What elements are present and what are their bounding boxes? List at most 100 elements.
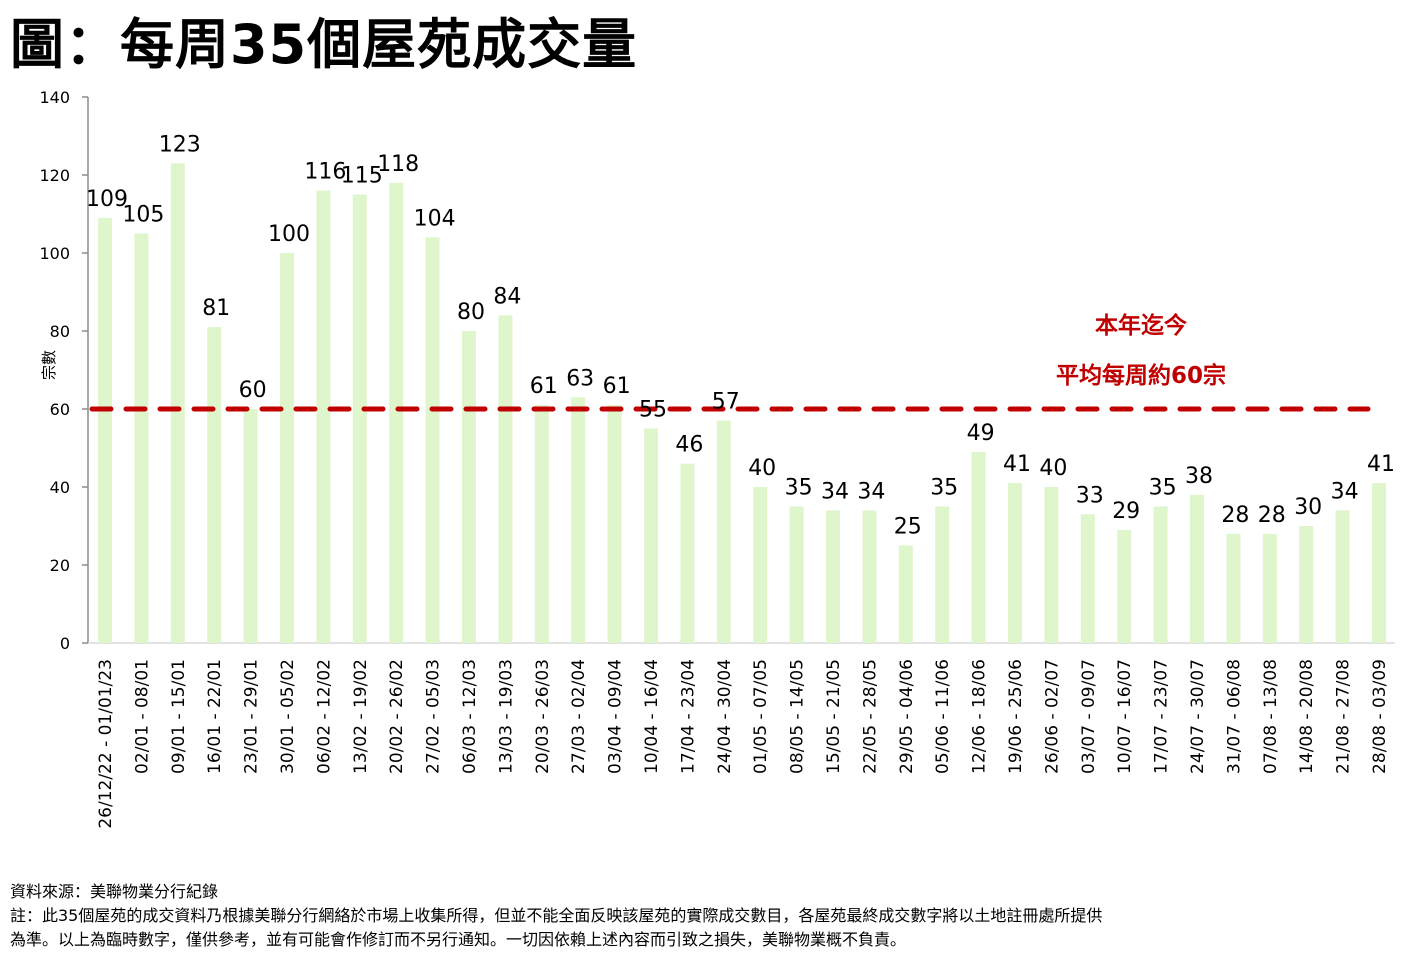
x-tick-label: 21/08 - 27/08 bbox=[1334, 659, 1354, 774]
data-label: 118 bbox=[377, 152, 419, 177]
data-label: 40 bbox=[1039, 456, 1067, 481]
x-tick-label: 30/01 - 05/02 bbox=[278, 659, 298, 774]
x-tick-label: 03/07 - 09/07 bbox=[1079, 659, 1099, 774]
data-label: 123 bbox=[159, 132, 201, 157]
data-label: 115 bbox=[341, 164, 383, 189]
bar bbox=[389, 182, 404, 644]
data-label: 104 bbox=[414, 206, 456, 231]
bar bbox=[207, 327, 222, 643]
x-tick-label: 10/07 - 16/07 bbox=[1115, 659, 1135, 774]
bar bbox=[280, 253, 294, 643]
data-label: 34 bbox=[1331, 479, 1359, 504]
x-tick-label: 17/07 - 23/07 bbox=[1152, 659, 1172, 774]
x-tick-label: 01/05 - 07/05 bbox=[751, 659, 771, 774]
data-label: 41 bbox=[1367, 452, 1395, 477]
data-label: 34 bbox=[857, 479, 885, 504]
bar bbox=[607, 405, 622, 643]
bar bbox=[971, 451, 986, 643]
bar bbox=[1190, 494, 1204, 643]
x-tick-label: 26/12/22 - 01/01/23 bbox=[96, 659, 116, 829]
annotation-average: 平均每周約60宗 bbox=[1056, 362, 1226, 389]
y-tick-label: 120 bbox=[39, 166, 70, 185]
bar bbox=[826, 510, 840, 643]
bar bbox=[716, 420, 731, 643]
bar bbox=[316, 190, 331, 643]
data-label: 84 bbox=[493, 284, 521, 309]
x-tick-label: 08/05 - 14/05 bbox=[788, 659, 808, 774]
y-tick-label: 80 bbox=[50, 322, 70, 341]
bar bbox=[352, 194, 367, 643]
bar bbox=[98, 217, 112, 643]
bar bbox=[571, 397, 586, 643]
bar bbox=[753, 487, 768, 643]
bar bbox=[898, 545, 913, 643]
bar bbox=[462, 331, 476, 643]
x-tick-label: 03/04 - 09/04 bbox=[606, 659, 626, 774]
y-tick-label: 40 bbox=[50, 478, 70, 497]
x-tick-label: 27/03 - 02/04 bbox=[569, 659, 589, 774]
x-tick-label: 24/04 - 30/04 bbox=[715, 659, 735, 774]
source-note: 資料來源：美聯物業分行紀錄 bbox=[10, 882, 219, 901]
bar bbox=[644, 428, 658, 643]
x-tick-label: 02/01 - 08/01 bbox=[132, 659, 152, 774]
data-label: 33 bbox=[1076, 483, 1104, 508]
data-label: 35 bbox=[785, 476, 813, 501]
x-tick-label: 26/06 - 02/07 bbox=[1042, 659, 1062, 774]
x-tick-label: 10/04 - 16/04 bbox=[642, 659, 662, 774]
y-tick-label: 20 bbox=[50, 556, 70, 575]
x-tick-label: 29/05 - 04/06 bbox=[897, 659, 917, 774]
bar bbox=[1335, 510, 1350, 643]
x-tick-label: 06/02 - 12/02 bbox=[314, 659, 334, 774]
bar bbox=[1080, 514, 1095, 643]
y-tick-label: 0 bbox=[60, 634, 70, 653]
data-label: 80 bbox=[457, 300, 485, 325]
x-tick-label: 09/01 - 15/01 bbox=[169, 659, 189, 774]
disclaimer-line-1: 註：此35個屋苑的成交資料乃根據美聯分行網絡於市場上收集所得，但並不能全面反映該… bbox=[10, 906, 1103, 925]
bar bbox=[243, 409, 258, 643]
data-label: 57 bbox=[712, 390, 740, 415]
data-label: 100 bbox=[268, 222, 310, 247]
bar bbox=[1299, 526, 1314, 643]
bar bbox=[1153, 506, 1168, 643]
annotation-ytd: 本年迄今 bbox=[1095, 312, 1187, 339]
bars bbox=[98, 163, 1386, 644]
x-axis-labels: 26/12/22 - 01/01/23 02/01 - 08/01 09/01 - … bbox=[96, 659, 1390, 829]
x-tick-label: 27/02 - 05/03 bbox=[424, 659, 444, 774]
data-label: 28 bbox=[1258, 503, 1286, 528]
bar bbox=[134, 233, 149, 643]
bar bbox=[170, 163, 185, 644]
x-tick-label: 23/01 - 29/01 bbox=[242, 659, 262, 774]
bar bbox=[534, 405, 549, 643]
data-label: 61 bbox=[530, 374, 558, 399]
data-label: 46 bbox=[675, 433, 703, 458]
bar bbox=[680, 463, 695, 643]
data-label: 109 bbox=[86, 187, 128, 212]
bar bbox=[1008, 483, 1022, 643]
data-label: 28 bbox=[1221, 503, 1249, 528]
data-label: 25 bbox=[894, 515, 922, 540]
x-tick-label: 14/08 - 20/08 bbox=[1297, 659, 1317, 774]
y-axis-title: 宗數 bbox=[40, 350, 58, 380]
chart-title: 圖：每周35個屋苑成交量 bbox=[10, 13, 638, 76]
bar bbox=[1044, 487, 1059, 643]
data-label: 61 bbox=[603, 374, 631, 399]
bar bbox=[935, 506, 950, 643]
bar bbox=[1372, 483, 1386, 643]
x-tick-label: 20/02 - 26/02 bbox=[387, 659, 407, 774]
x-tick-label: 20/03 - 26/03 bbox=[533, 659, 553, 774]
data-label: 40 bbox=[748, 456, 776, 481]
footer-notes: 資料來源：美聯物業分行紀錄 註：此35個屋苑的成交資料乃根據美聯分行網絡於市場上… bbox=[10, 880, 1405, 952]
data-label: 34 bbox=[821, 479, 849, 504]
y-axis: 0 20 40 60 80 100 120 140 bbox=[39, 88, 1395, 653]
data-label: 105 bbox=[122, 203, 164, 228]
data-label: 116 bbox=[304, 160, 346, 185]
bar bbox=[425, 237, 440, 643]
x-tick-label: 31/07 - 06/08 bbox=[1224, 659, 1244, 774]
x-tick-label: 07/08 - 13/08 bbox=[1261, 659, 1281, 774]
data-label: 35 bbox=[930, 476, 958, 501]
x-tick-label: 13/03 - 19/03 bbox=[496, 659, 516, 774]
y-tick-label: 140 bbox=[39, 88, 70, 107]
data-label: 55 bbox=[639, 398, 667, 423]
x-tick-label: 28/08 - 03/09 bbox=[1370, 659, 1390, 774]
